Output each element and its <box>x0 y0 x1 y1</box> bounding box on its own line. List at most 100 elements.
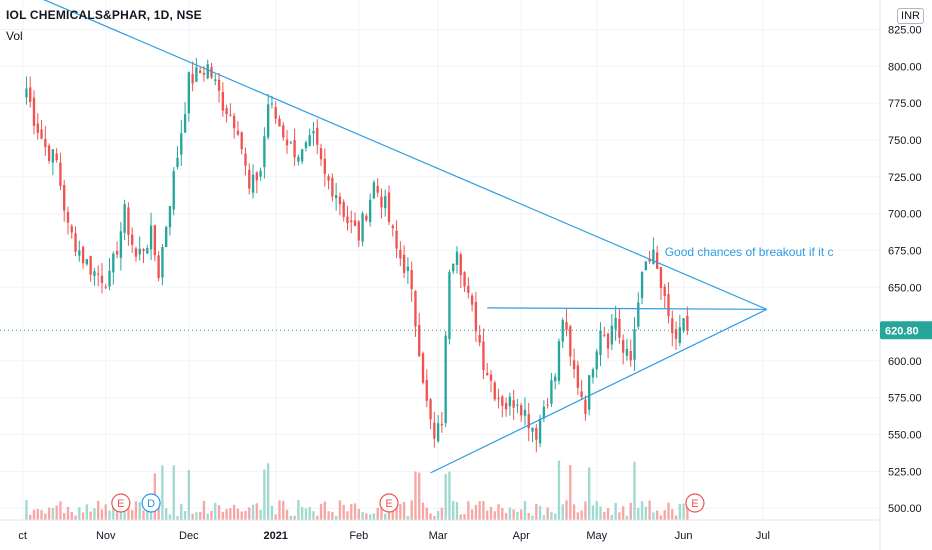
candle-body <box>380 196 383 208</box>
candle-body <box>648 259 651 262</box>
volume-bar <box>316 515 319 520</box>
time-tick-label: Jul <box>756 530 770 542</box>
earnings-badge[interactable] <box>111 493 131 513</box>
volume-bar <box>165 508 168 520</box>
candle-body <box>576 365 580 388</box>
candle-body <box>550 380 553 404</box>
volume-bar <box>599 506 602 520</box>
candle-body <box>414 290 417 327</box>
volume-bar <box>282 500 285 520</box>
candle-body <box>342 201 345 218</box>
volume-bar <box>191 513 194 520</box>
volume-bar <box>542 515 546 520</box>
candle-body <box>569 326 572 357</box>
currency-badge[interactable]: INR <box>897 8 924 24</box>
candle-body <box>644 261 648 271</box>
candle-body <box>406 266 410 271</box>
candle-body <box>538 418 542 444</box>
volume-bar <box>138 502 141 520</box>
price-axis[interactable]: 500.00 525.00 550.00 575.00 600.00 650.00 675.… <box>879 0 922 550</box>
volume-bar <box>51 507 55 520</box>
volume-bar <box>199 511 202 520</box>
time-tick-label: May <box>586 530 607 542</box>
time-tick-label: Feb <box>349 530 368 542</box>
candle-body <box>327 176 330 181</box>
candle-body <box>248 169 251 189</box>
earnings-badge[interactable] <box>685 493 705 513</box>
candle-body <box>489 374 493 381</box>
volume-bar <box>557 460 561 520</box>
candle-body <box>486 372 489 376</box>
candle-body <box>678 327 681 344</box>
candle-body <box>444 335 447 424</box>
volume-bar <box>93 508 96 520</box>
volume-bar <box>297 500 300 520</box>
candle-body <box>331 177 334 197</box>
volume-bar <box>497 504 500 520</box>
candle-body <box>300 149 304 162</box>
volume-bar <box>36 508 39 520</box>
volume-bar <box>146 510 149 520</box>
volume-bar <box>123 506 126 520</box>
candle-body <box>365 215 368 221</box>
candle-body <box>595 351 598 370</box>
volume-bar <box>187 470 191 520</box>
candle-body <box>74 233 77 252</box>
candle-body <box>467 285 470 293</box>
volume-bar <box>236 508 240 520</box>
volume-bar <box>149 506 153 520</box>
volume-bar <box>569 465 572 520</box>
volume-bar <box>682 503 685 520</box>
time-axis[interactable]: ct Nov Dec 2021 Feb Mar Apr May Jun Jul <box>0 519 880 542</box>
candle-body <box>274 107 277 119</box>
dividend-badge[interactable] <box>141 493 161 513</box>
candle-body <box>100 275 104 283</box>
candle-body <box>81 246 85 264</box>
volume-bar <box>331 512 334 520</box>
candle-body <box>531 427 534 432</box>
trendlines[interactable] <box>0 0 767 474</box>
volume-bar <box>489 506 493 520</box>
candle-body <box>270 103 274 105</box>
volume-bar <box>418 472 421 520</box>
candle-body <box>232 115 236 129</box>
volume-bar <box>584 501 587 520</box>
volume-bar <box>406 515 410 520</box>
volume-bar <box>644 506 648 520</box>
volume-bar <box>300 506 304 520</box>
candle-body <box>195 67 198 82</box>
volume-bar <box>334 515 338 520</box>
breakout-annotation[interactable]: Good chances of breakout if it c <box>665 245 834 259</box>
volume-bar <box>180 503 183 520</box>
volume-bar <box>436 511 440 520</box>
volume-bar <box>274 514 277 520</box>
volume-bar <box>357 508 360 520</box>
earnings-badge[interactable] <box>379 493 399 513</box>
volume-bar <box>591 505 595 520</box>
volume-bar <box>614 502 617 520</box>
candle-body <box>372 182 376 199</box>
volume-bar <box>508 507 512 520</box>
candle-body <box>89 256 92 275</box>
candle-body <box>395 230 398 249</box>
volume-bar <box>606 508 610 520</box>
volume-bar <box>622 506 625 520</box>
volume-bar <box>172 465 175 520</box>
volume-bar <box>214 502 217 520</box>
candle-body <box>448 271 451 340</box>
volume-bar <box>44 513 47 520</box>
candle-body <box>561 320 564 342</box>
price-tick-label: 550.00 <box>888 430 922 442</box>
volume-bar <box>448 471 451 520</box>
candle-body <box>85 259 89 265</box>
volume-bar <box>40 510 43 520</box>
volume-bar <box>157 507 160 520</box>
volume-bar <box>85 504 89 520</box>
candle-body <box>497 398 500 400</box>
volume-bar <box>387 508 391 520</box>
volume-bar <box>168 514 172 520</box>
candle-body <box>584 399 587 414</box>
time-tick-label: Mar <box>429 530 448 542</box>
